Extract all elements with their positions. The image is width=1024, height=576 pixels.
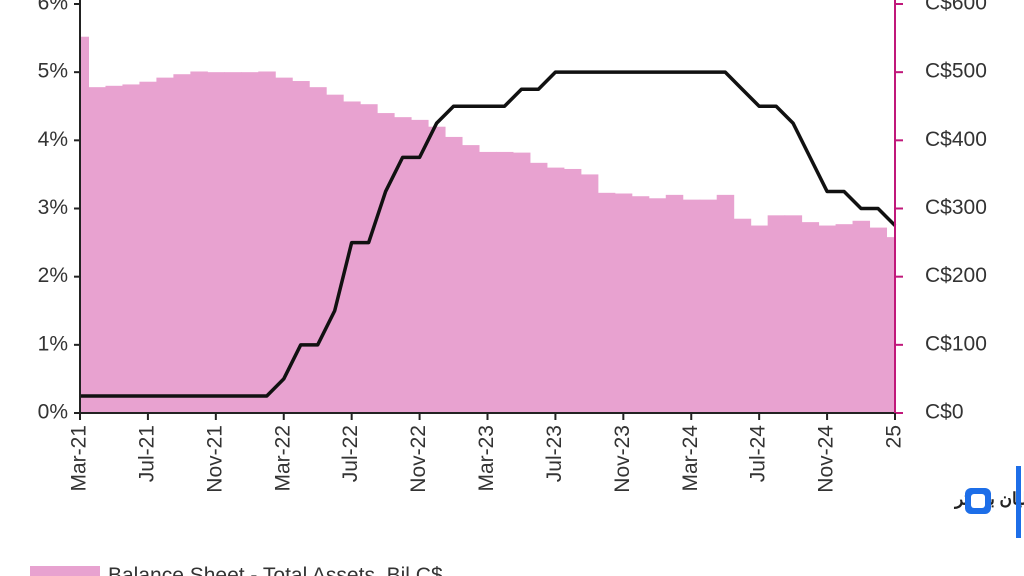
x-tick-label: Nov-23 xyxy=(611,425,634,493)
bar xyxy=(173,74,191,413)
bar xyxy=(139,81,157,413)
bar xyxy=(563,168,582,413)
watermark-bg xyxy=(872,488,1022,528)
x-tick-label: Nov-22 xyxy=(407,425,430,493)
y2-tick-label: C$500 xyxy=(925,60,987,83)
y2-tick-label: C$0 xyxy=(925,401,964,424)
bar xyxy=(631,196,650,413)
y2-tick-label: C$200 xyxy=(925,264,987,287)
bar xyxy=(529,162,548,413)
bar xyxy=(343,101,361,413)
x-tick-label: Nov-24 xyxy=(815,425,838,493)
bar xyxy=(869,227,888,413)
y-tick-label: 4% xyxy=(38,128,68,151)
bar xyxy=(614,193,633,413)
bar xyxy=(767,215,786,413)
y-tick-label: 1% xyxy=(38,332,68,355)
y-tick-label: 5% xyxy=(38,60,68,83)
y-tick-label: 3% xyxy=(38,196,68,219)
bar xyxy=(750,225,769,413)
bar xyxy=(292,81,310,413)
bar xyxy=(512,152,531,413)
watermark-bar xyxy=(1016,466,1021,538)
legend-swatch xyxy=(30,566,100,576)
x-tick-label: Mar-23 xyxy=(475,425,498,492)
y2-tick-label: C$100 xyxy=(925,332,987,355)
line xyxy=(80,70,897,398)
x-tick-label: 25 xyxy=(883,425,906,448)
bar xyxy=(580,174,599,413)
bar xyxy=(784,215,803,413)
bar xyxy=(377,113,395,413)
bar xyxy=(818,225,837,413)
bar xyxy=(699,199,718,413)
bar xyxy=(309,87,327,413)
y-tick-label: 0% xyxy=(38,401,68,424)
bar xyxy=(122,84,140,413)
bar xyxy=(852,220,871,413)
bar xyxy=(733,218,752,413)
bar xyxy=(886,237,895,413)
y-tick-label: 6% xyxy=(38,0,68,15)
bar xyxy=(682,199,701,413)
bar xyxy=(716,194,735,413)
x-tick-label: Mar-21 xyxy=(68,425,91,492)
y2-tick-label: C$400 xyxy=(925,128,987,151)
bar xyxy=(241,72,259,413)
foreground: 0% 1% 2% 3% 4% 5% 6% C$0 C$100 C$200 C$300 C$400 C$5… xyxy=(30,0,987,576)
bar xyxy=(258,71,276,413)
bar xyxy=(428,126,446,413)
bar xyxy=(207,72,225,413)
bar xyxy=(360,104,378,413)
y2-tick-label: C$600 xyxy=(925,0,987,15)
x-tick-label: Mar-22 xyxy=(271,425,294,492)
bar xyxy=(156,77,174,413)
legend-label: Balance Sheet - Total Assets, Bil C$ xyxy=(108,564,443,576)
bar xyxy=(495,151,514,413)
bar xyxy=(224,72,242,413)
bar xyxy=(80,36,89,413)
bar xyxy=(801,222,820,413)
x-tick-label: Nov-21 xyxy=(203,425,226,493)
x-tick-label: Jul-24 xyxy=(747,425,770,483)
bar xyxy=(648,198,667,413)
bar xyxy=(394,117,412,413)
x-tick-label: Mar-24 xyxy=(679,425,702,492)
bar xyxy=(445,136,463,413)
x-tick-label: Jul-22 xyxy=(339,425,362,482)
bar xyxy=(665,194,684,413)
bar xyxy=(546,167,565,413)
bar xyxy=(597,192,616,413)
bar xyxy=(479,151,497,413)
logo-icon-inner xyxy=(971,494,985,508)
bar xyxy=(462,145,480,413)
bar xyxy=(88,87,106,413)
x-tick-label: Jul-21 xyxy=(135,425,158,482)
y2-tick-label: C$300 xyxy=(925,196,987,219)
bar xyxy=(275,77,293,413)
x-tick-label: Jul-23 xyxy=(543,425,566,482)
bar xyxy=(411,119,429,413)
bar xyxy=(326,94,344,413)
bar xyxy=(105,85,123,413)
bar xyxy=(190,71,208,413)
bar xyxy=(835,224,854,413)
bar-group xyxy=(80,36,895,413)
y-tick-label: 2% xyxy=(38,264,68,287)
